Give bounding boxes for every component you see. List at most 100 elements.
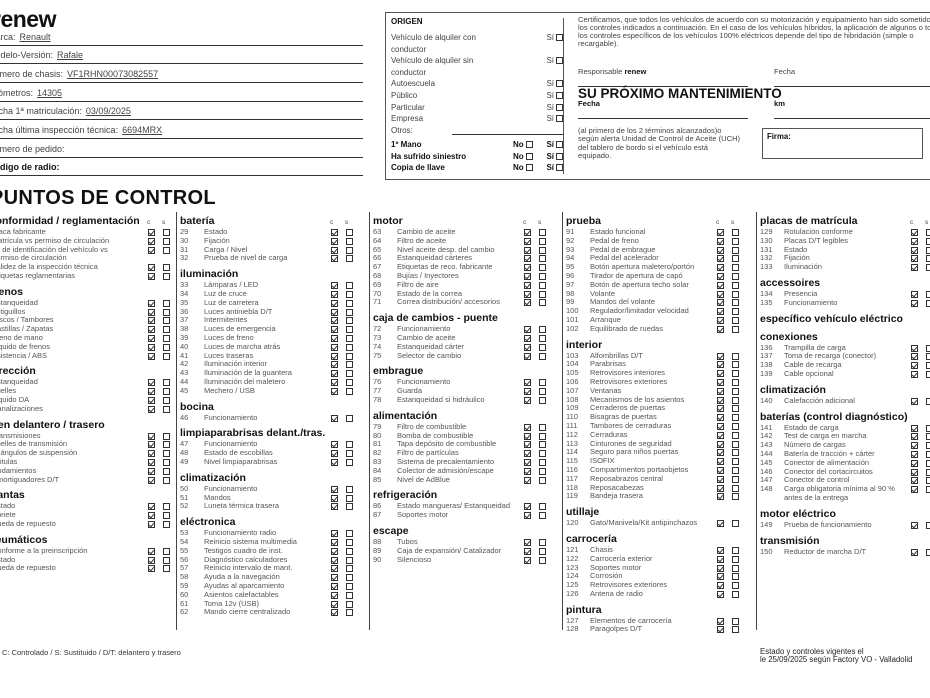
others-input-line[interactable] [452, 134, 564, 135]
controlled-checkbox[interactable] [911, 521, 918, 529]
field-value[interactable]: 6694MRX [122, 125, 163, 135]
replaced-checkbox[interactable] [732, 281, 739, 289]
replaced-checkbox[interactable] [163, 334, 170, 342]
replaced-checkbox[interactable] [346, 352, 353, 360]
replaced-checkbox[interactable] [732, 555, 739, 563]
controlled-checkbox[interactable] [911, 424, 918, 432]
replaced-checkbox[interactable] [732, 378, 739, 386]
controlled-checkbox[interactable] [331, 326, 338, 334]
replaced-checkbox[interactable] [163, 458, 170, 466]
replaced-checkbox[interactable] [732, 582, 739, 590]
controlled-checkbox[interactable] [331, 290, 338, 298]
replaced-checkbox[interactable] [539, 343, 546, 351]
controlled-checkbox[interactable] [148, 388, 155, 396]
replaced-checkbox[interactable] [163, 396, 170, 404]
controlled-checkbox[interactable] [524, 547, 531, 555]
controlled-checkbox[interactable] [331, 378, 338, 386]
replaced-checkbox[interactable] [926, 424, 930, 432]
replaced-checkbox[interactable] [163, 388, 170, 396]
replaced-checkbox[interactable] [732, 493, 739, 501]
no-checkbox[interactable]: No [513, 151, 533, 162]
replaced-checkbox[interactable] [346, 574, 353, 582]
controlled-checkbox[interactable] [911, 433, 918, 441]
no-checkbox[interactable]: No [513, 162, 533, 173]
replaced-checkbox[interactable] [732, 564, 739, 572]
controlled-checkbox[interactable] [911, 442, 918, 450]
replaced-checkbox[interactable] [732, 387, 739, 395]
controlled-checkbox[interactable] [911, 459, 918, 467]
controlled-checkbox[interactable] [524, 538, 531, 546]
replaced-checkbox[interactable] [346, 237, 353, 245]
controlled-checkbox[interactable] [331, 441, 338, 449]
controlled-checkbox[interactable] [717, 281, 724, 289]
controlled-checkbox[interactable] [524, 229, 531, 236]
controlled-checkbox[interactable] [524, 503, 531, 511]
controlled-checkbox[interactable] [717, 573, 724, 581]
controlled-checkbox[interactable] [717, 272, 724, 280]
controlled-checkbox[interactable] [524, 281, 531, 289]
controlled-checkbox[interactable] [148, 246, 155, 254]
controlled-checkbox[interactable] [717, 229, 724, 236]
replaced-checkbox[interactable] [346, 538, 353, 546]
checkbox[interactable] [556, 152, 563, 160]
yes-checkbox[interactable]: Sí [546, 55, 563, 66]
replaced-checkbox[interactable] [926, 264, 930, 272]
replaced-checkbox[interactable] [732, 414, 739, 422]
replaced-checkbox[interactable] [732, 229, 739, 236]
controlled-checkbox[interactable] [717, 431, 724, 439]
controlled-checkbox[interactable] [331, 370, 338, 378]
replaced-checkbox[interactable] [732, 290, 739, 298]
replaced-checkbox[interactable] [346, 609, 353, 617]
controlled-checkbox[interactable] [911, 450, 918, 458]
controlled-checkbox[interactable] [148, 476, 155, 484]
checkbox[interactable] [556, 92, 563, 99]
controlled-checkbox[interactable] [524, 458, 531, 466]
controlled-checkbox[interactable] [717, 626, 724, 634]
replaced-checkbox[interactable] [346, 282, 353, 290]
controlled-checkbox[interactable] [148, 512, 155, 520]
controlled-checkbox[interactable] [911, 290, 918, 298]
controlled-checkbox[interactable] [524, 441, 531, 449]
replaced-checkbox[interactable] [163, 308, 170, 316]
replaced-checkbox[interactable] [346, 299, 353, 307]
controlled-checkbox[interactable] [717, 405, 724, 413]
controlled-checkbox[interactable] [331, 494, 338, 502]
controlled-checkbox[interactable] [524, 246, 531, 254]
replaced-checkbox[interactable] [539, 476, 546, 484]
replaced-checkbox[interactable] [346, 503, 353, 511]
controlled-checkbox[interactable] [717, 582, 724, 590]
replaced-checkbox[interactable] [732, 255, 739, 263]
replaced-checkbox[interactable] [539, 334, 546, 342]
controlled-checkbox[interactable] [911, 264, 918, 272]
controlled-checkbox[interactable] [911, 362, 918, 370]
replaced-checkbox[interactable] [926, 353, 930, 361]
replaced-checkbox[interactable] [539, 281, 546, 289]
controlled-checkbox[interactable] [717, 308, 724, 316]
controlled-checkbox[interactable] [148, 272, 155, 280]
replaced-checkbox[interactable] [163, 476, 170, 484]
controlled-checkbox[interactable] [148, 308, 155, 316]
checkbox[interactable] [525, 152, 533, 160]
controlled-checkbox[interactable] [524, 326, 531, 334]
controlled-checkbox[interactable] [331, 582, 338, 590]
replaced-checkbox[interactable] [732, 590, 739, 598]
replaced-checkbox[interactable] [926, 521, 930, 529]
controlled-checkbox[interactable] [911, 353, 918, 361]
controlled-checkbox[interactable] [717, 458, 724, 466]
controlled-checkbox[interactable] [331, 255, 338, 263]
replaced-checkbox[interactable] [346, 246, 353, 254]
controlled-checkbox[interactable] [331, 600, 338, 608]
replaced-checkbox[interactable] [346, 547, 353, 555]
replaced-checkbox[interactable] [163, 520, 170, 528]
controlled-checkbox[interactable] [717, 290, 724, 298]
controlled-checkbox[interactable] [331, 547, 338, 555]
controlled-checkbox[interactable] [911, 468, 918, 476]
replaced-checkbox[interactable] [732, 370, 739, 378]
controlled-checkbox[interactable] [717, 361, 724, 369]
controlled-checkbox[interactable] [331, 458, 338, 466]
replaced-checkbox[interactable] [346, 290, 353, 298]
replaced-checkbox[interactable] [539, 388, 546, 396]
controlled-checkbox[interactable] [148, 503, 155, 511]
replaced-checkbox[interactable] [346, 582, 353, 590]
replaced-checkbox[interactable] [926, 486, 930, 494]
